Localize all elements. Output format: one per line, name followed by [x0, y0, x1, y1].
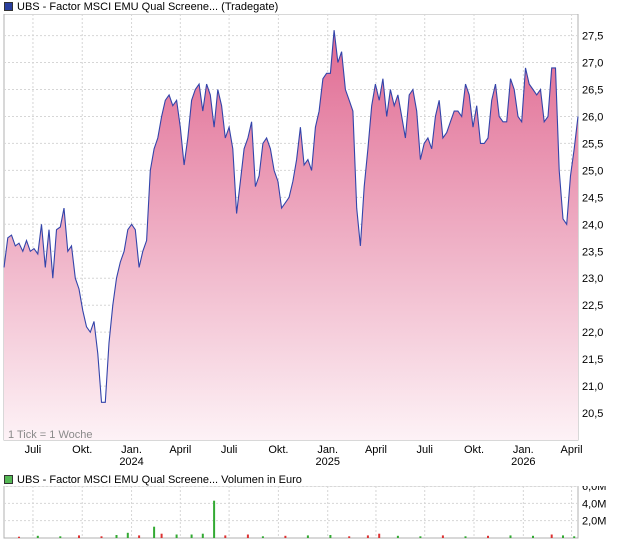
- price-x-tick-label: Okt.: [464, 444, 484, 456]
- price-y-tick-label: 21,0: [582, 381, 603, 393]
- volume-bar: [126, 532, 129, 538]
- price-y-tick-label: 24,5: [582, 192, 603, 204]
- volume-chart-legend: UBS - Factor MSCI EMU Qual Screene... Vo…: [4, 474, 302, 487]
- volume-bar: [348, 536, 351, 538]
- volume-chart: 2,0M 4,0M 6,0M: [3, 486, 606, 539]
- volume-bar: [284, 535, 287, 538]
- volume-y-tick-label: 4,0M: [582, 498, 606, 510]
- volume-bar: [487, 535, 489, 538]
- volume-bar: [201, 533, 204, 538]
- price-y-tick-label: 23,0: [582, 273, 603, 285]
- price-chart-legend: UBS - Factor MSCI EMU Qual Screene... (T…: [4, 1, 278, 14]
- volume-y-tick-label: 2,0M: [582, 516, 606, 528]
- price-area: [4, 30, 578, 440]
- volume-y-axis: 2,0M 4,0M 6,0M: [582, 486, 606, 528]
- price-x-tick-label: Jan.: [317, 444, 338, 456]
- volume-bar: [36, 535, 39, 538]
- price-x-year-label: 2025: [315, 456, 339, 468]
- price-x-tick-label: April: [365, 444, 387, 456]
- price-chart-title: UBS - Factor MSCI EMU Qual Screene... (T…: [17, 1, 279, 13]
- volume-bar: [153, 526, 156, 538]
- volume-bar: [115, 535, 118, 538]
- price-x-year-label: 2026: [511, 456, 535, 468]
- volume-y-tick-label: 6,0M: [582, 486, 606, 493]
- price-y-tick-label: 22,5: [582, 300, 603, 312]
- price-x-tick-label: Okt.: [268, 444, 288, 456]
- volume-bar: [573, 536, 576, 538]
- price-x-tick-label: Juli: [416, 444, 433, 456]
- volume-bar: [550, 534, 553, 538]
- price-y-tick-label: 26,0: [582, 111, 603, 123]
- price-y-tick-label: 25,5: [582, 138, 603, 150]
- volume-bar: [329, 535, 332, 538]
- volume-bars: [18, 500, 576, 538]
- volume-bar: [246, 534, 249, 538]
- volume-bar: [224, 535, 227, 538]
- volume-bar: [78, 535, 80, 538]
- volume-bar: [175, 534, 178, 538]
- price-x-tick-label: April: [561, 444, 583, 456]
- price-y-axis: 20,5 21,0 21,5 22,0 22,5 23,0 23,5 24,0 24,5 25,0…: [582, 31, 603, 420]
- volume-bar: [306, 535, 309, 538]
- price-x-tick-label: Juli: [221, 444, 238, 456]
- volume-bar: [213, 500, 216, 538]
- volume-bar: [160, 533, 163, 538]
- price-y-tick-label: 23,5: [582, 246, 603, 258]
- price-chart: 20,5 21,0 21,5 22,0 22,5 23,0 23,5 24,0 24,5 25,0…: [3, 14, 603, 468]
- volume-legend-swatch: [4, 475, 13, 484]
- volume-bar: [378, 533, 381, 538]
- volume-plot-frame: [3, 486, 579, 539]
- volume-bar: [100, 536, 103, 538]
- price-y-tick-label: 22,0: [582, 327, 603, 339]
- price-y-tick-label: 27,5: [582, 31, 603, 43]
- price-y-tick-label: 20,5: [582, 408, 603, 420]
- price-y-tick-label: 26,5: [582, 84, 603, 96]
- tick-note: 1 Tick = 1 Woche: [8, 429, 92, 441]
- price-y-tick-label: 25,0: [582, 165, 603, 177]
- volume-bar: [419, 536, 422, 538]
- volume-bar: [464, 536, 467, 538]
- price-x-tick-label: Okt.: [72, 444, 92, 456]
- volume-bar: [562, 535, 564, 538]
- volume-bar: [532, 535, 534, 538]
- volume-bar: [366, 535, 369, 538]
- price-x-tick-label: Jan.: [513, 444, 534, 456]
- volume-bar: [18, 536, 20, 538]
- volume-bar: [59, 536, 62, 538]
- volume-bar: [261, 536, 264, 538]
- volume-bar: [190, 534, 193, 538]
- price-line: [3, 30, 579, 403]
- price-x-year-label: 2024: [119, 456, 143, 468]
- price-y-tick-label: 27,0: [582, 58, 603, 70]
- price-x-tick-label: April: [169, 444, 191, 456]
- volume-bar: [396, 535, 399, 538]
- price-x-axis: Juli Okt. Jan. April Juli Okt. Jan. April Juli Ok…: [25, 444, 583, 468]
- volume-bar: [441, 535, 444, 538]
- volume-bar: [509, 535, 512, 538]
- price-y-tick-label: 21,5: [582, 354, 603, 366]
- volume-bar: [138, 535, 141, 538]
- price-x-tick-label: Jan.: [121, 444, 142, 456]
- price-legend-swatch: [4, 2, 13, 11]
- volume-chart-title: UBS - Factor MSCI EMU Qual Screene... Vo…: [17, 474, 302, 486]
- price-x-tick-label: Juli: [25, 444, 42, 456]
- price-y-tick-label: 24,0: [582, 219, 603, 231]
- volume-grid: [4, 486, 578, 538]
